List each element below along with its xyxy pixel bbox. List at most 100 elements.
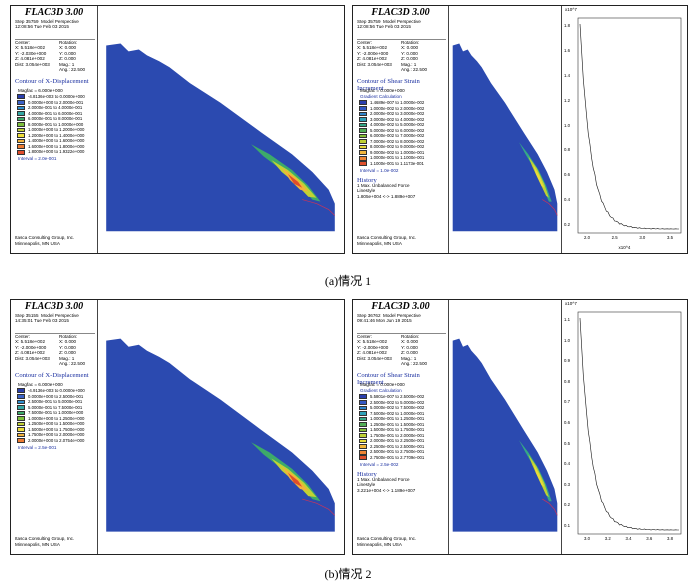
slip-zone-band	[287, 174, 303, 188]
legend-item: 6.0000e-002 to 7.0000e-002	[359, 133, 424, 139]
legend-item: 8.0000e-002 to 9.0000e-002	[359, 144, 424, 150]
contour-title: Contour of Shear Strain Increment	[357, 78, 420, 92]
legend-range: 5.0000e-002 to 6.0000e-002	[370, 127, 425, 133]
slope-body	[452, 43, 558, 232]
step-line: Step 35759 Model Perspective	[357, 19, 421, 24]
view-row: Y: -2.000e+000 Y: 0.000	[357, 51, 446, 56]
legend-range: 1.7500e+000 to 2.0000e+000	[28, 432, 85, 438]
x-tick-label: 3.6	[646, 536, 653, 541]
info-panel: FLAC3D 3.00 Step 35759 Model Perspective 1…	[353, 6, 449, 253]
y-tick-label: 0.2	[564, 502, 570, 508]
legend-item: 5.0000e-002 to 6.0000e-002	[359, 128, 424, 134]
slope-body	[452, 338, 558, 532]
y-tick-label: 0.6	[564, 420, 570, 425]
legend-item: -4.8136e-003 to 0.0000e+000	[17, 94, 85, 100]
slope-body	[106, 338, 335, 532]
legend-swatch	[359, 161, 367, 167]
legend-swatch	[359, 111, 367, 117]
view-value: Y: 0.000	[59, 344, 76, 350]
view-row: Center: Rotation:	[15, 40, 95, 45]
view-settings: Center: Rotation: X: 5.518e+002 X: 0.000 Y: …	[15, 39, 95, 72]
legend-range: 5.0000e-001 to 7.5000e-001	[28, 404, 83, 410]
company-name: Itasca Consulting Group, Inc.	[15, 536, 75, 541]
legend-item: 1.8000e+000 to 1.9322e+000	[17, 149, 85, 155]
legend-swatch	[359, 427, 367, 433]
legend-item: 4.0000e-001 to 6.0000e-001	[17, 111, 85, 117]
y-tick-label: 0.9	[564, 358, 570, 364]
view-row: Y: -2.000e+000 Y: 0.000	[357, 345, 446, 350]
view-value: X: 5.518e+002	[15, 339, 46, 345]
history-item: 1 Max. Unbalanced Force	[357, 183, 410, 188]
contour-legend: -4.9136e-003 to 0.0000e+000 0.0000e+000 t…	[17, 388, 85, 443]
y-tick-label: 1.0	[564, 122, 570, 128]
info-panel: FLAC3D 3.00 Step 35155 Model Perspective 1…	[11, 300, 98, 554]
legend-range: 1.0000e-001 to 1.2500e-001	[370, 416, 425, 422]
legend-range: -4.9136e-003 to 0.0000e+000	[28, 388, 85, 393]
legend-swatch	[17, 94, 25, 100]
caption-a: (a)情况 1	[324, 274, 372, 288]
x-tick-label: 3.2	[604, 536, 611, 541]
legend-range: 1.0000e+000 to 1.2000e+000	[28, 127, 85, 133]
view-value: Z: 4.081e+002	[357, 350, 387, 356]
time-line: 12:08:56 Tue Feb 03 2015	[15, 24, 69, 30]
view-value: Mag.: 1	[401, 355, 417, 361]
y-tick-label: 0.7	[564, 399, 570, 405]
legend-range: 2.0000e-002 to 3.0000e-002	[370, 111, 425, 117]
y-tick-label: 1.6	[564, 47, 570, 53]
legend-swatch	[359, 438, 367, 444]
legend-item: 1.2000e+000 to 1.4000e+000	[17, 133, 85, 139]
view-value: Y: 0.000	[401, 50, 418, 56]
y-tick-label: 0.1	[564, 523, 570, 528]
legend-item: 1.2500e-001 to 1.5000e-001	[359, 422, 424, 428]
history-linestyle: Linestyle	[357, 188, 376, 194]
view-value	[15, 67, 59, 72]
legend-item: 1.0000e-001 to 1.1000e-001	[359, 155, 424, 161]
legend-item: 1.7500e-001 to 2.0000e-001	[359, 433, 424, 439]
legend-item: 1.1000e-001 to 1.1173e-001	[359, 161, 424, 167]
x-tick-label: 2.5	[611, 235, 618, 240]
view-value: Center:	[15, 40, 31, 45]
y-tick-label: 0.4	[564, 197, 570, 203]
step-header: Step 35155 Model Perspective 14:35:01 Tue…	[15, 313, 79, 324]
legend-swatch	[17, 138, 25, 144]
graph-y-exponent: x10^7	[565, 7, 577, 12]
view-value: Y: 0.000	[401, 344, 418, 350]
legend-range: 7.5000e-002 to 1.0000e-001	[370, 410, 425, 416]
legend-range: 1.1000e-001 to 1.1173e-001	[370, 161, 424, 167]
view-value: Rotation:	[401, 40, 420, 45]
history-range: 1.805e+004 <-> 1.889e+007	[357, 193, 416, 199]
contour-title: Contour of X-Displacement	[15, 78, 89, 85]
graph-frame	[577, 311, 682, 535]
view-value: Dist: 3.054e+003	[357, 355, 392, 361]
legend-swatch	[17, 410, 25, 416]
legend-swatch	[359, 133, 367, 139]
legend-range: 5.5801e-007 to 2.5000e-002	[370, 394, 425, 399]
view-value: Y: -2.030e+000	[15, 50, 47, 56]
view-row: Z: 4.081e+002 Z: 0.000	[15, 350, 95, 355]
view-row: Ang.: 22.500	[15, 67, 95, 72]
legend-swatch	[17, 105, 25, 111]
software-title: FLAC3D 3.00	[371, 301, 430, 312]
legend-swatch	[359, 144, 367, 150]
view-value: Rotation:	[59, 40, 78, 45]
y-tick-label: 1.8	[564, 23, 570, 28]
slip-zone-band	[533, 462, 545, 487]
legend-swatch	[359, 433, 367, 438]
legend-swatch	[359, 416, 367, 422]
legend-swatch	[17, 438, 25, 443]
view-value: Y: 0.000	[59, 50, 76, 56]
legend-swatch	[359, 100, 367, 106]
view-row: Dist: 3.054e+003 Mag.: 1	[15, 62, 95, 67]
view-row: Center: Rotation:	[15, 334, 95, 339]
y-tick-label: 1.0	[564, 337, 570, 343]
slip-zone-band	[533, 164, 545, 188]
legend-item: 1.0000e-001 to 1.2500e-001	[359, 416, 424, 422]
slope-model-view	[449, 6, 561, 253]
legend-range: 1.2500e+000 to 1.5000e+000	[28, 421, 85, 427]
legend-item: 7.5000e-001 to 1.0000e+000	[17, 410, 85, 416]
view-row: Z: 4.081e+002 Z: 0.000	[357, 350, 446, 355]
history-block: History 1 Max. Unbalanced Force Linestyle 3…	[357, 471, 415, 494]
history-graph: x10^7 x10^4 1.8 1.6 1.4 1.2 1.0 0.8 0.6 0.4 0.2 2.0…	[561, 6, 687, 253]
legend-item: 9.0000e-002 to 1.0000e-001	[359, 150, 424, 156]
view-value: X: 5.518e+002	[357, 45, 388, 51]
